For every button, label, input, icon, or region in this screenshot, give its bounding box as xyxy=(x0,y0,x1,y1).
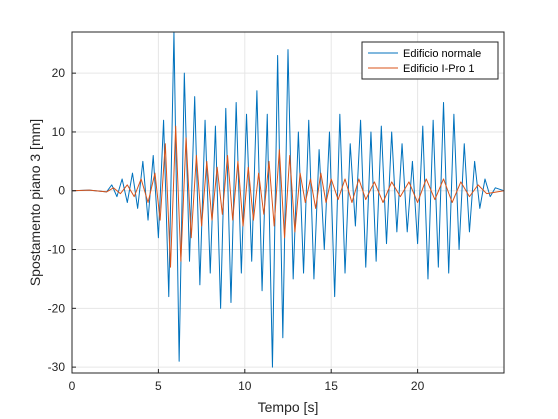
legend-label: Edificio I-Pro 1 xyxy=(403,63,475,75)
x-tick-label: 0 xyxy=(69,379,76,393)
y-tick-label: -20 xyxy=(48,301,66,315)
y-tick-label: -30 xyxy=(48,360,66,374)
series-line-2 xyxy=(72,125,504,268)
legend: Edificio normale Edificio I-Pro 1 xyxy=(361,41,499,80)
x-axis-ticks: 0 5 10 15 20 xyxy=(69,369,425,393)
legend-box xyxy=(361,41,499,80)
legend-label: Edificio normale xyxy=(403,48,481,60)
y-tick-label: 20 xyxy=(52,66,66,80)
y-tick-label: 10 xyxy=(52,125,66,139)
x-tick-label: 5 xyxy=(155,379,162,393)
series-layer xyxy=(72,32,504,368)
y-tick-label: 0 xyxy=(58,184,65,198)
x-axis-label: Tempo [s] xyxy=(258,399,319,415)
plot-area-border xyxy=(71,31,505,374)
x-tick-label: 10 xyxy=(238,379,252,393)
series-line-1 xyxy=(72,32,504,368)
y-axis-ticks: -30 -20 -10 0 10 20 xyxy=(48,66,76,374)
x-tick-label: 15 xyxy=(325,379,339,393)
x-tick-label: 20 xyxy=(411,379,425,393)
y-axis-label: Spostamento piano 3 [mm] xyxy=(27,119,43,286)
y-tick-label: -10 xyxy=(48,243,66,257)
